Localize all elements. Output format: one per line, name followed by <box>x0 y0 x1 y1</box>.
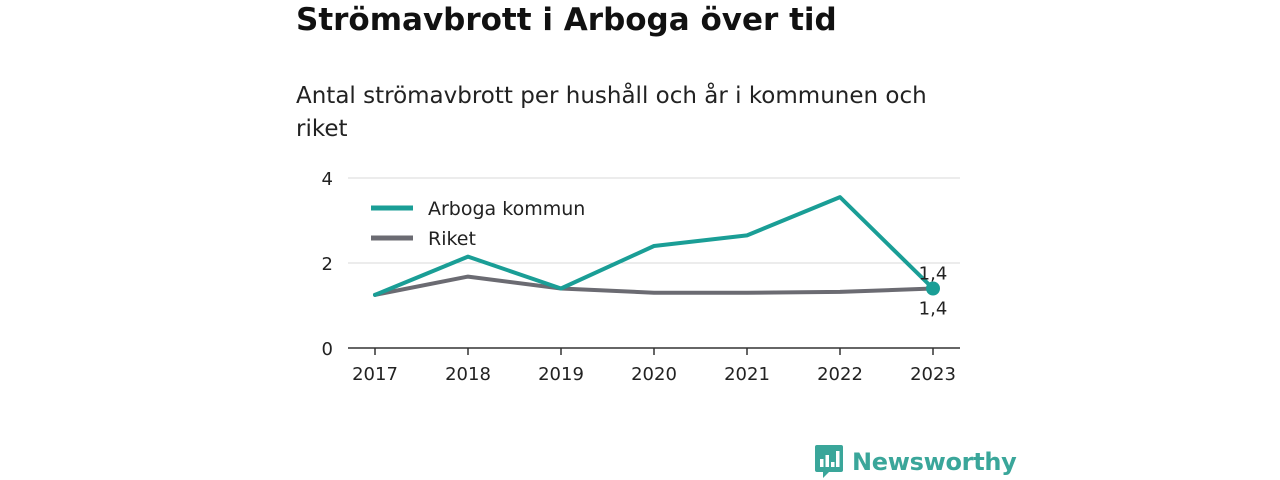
end-label-arboga-kommun: 1,4 <box>919 264 948 285</box>
legend-label-arboga-kommun: Arboga kommun <box>428 198 585 220</box>
x-tick-label: 2017 <box>352 364 398 385</box>
x-tick-label: 2020 <box>631 364 677 385</box>
x-tick-label: 2022 <box>817 364 863 385</box>
chart-subtitle: Antal strömavbrott per hushåll och år i … <box>296 83 927 142</box>
x-tick-label: 2018 <box>445 364 491 385</box>
x-tick-label: 2023 <box>910 364 956 385</box>
y-tick-label: 2 <box>322 254 333 275</box>
x-tick-label: 2021 <box>724 364 770 385</box>
chart-title: Strömavbrott i Arboga över tid <box>296 2 837 38</box>
bar-chart-logo-icon <box>815 445 843 478</box>
brand-name: Newsworthy <box>852 448 1017 476</box>
end-label-riket: 1,4 <box>919 299 948 320</box>
series-line-riket <box>373 274 935 297</box>
legend-label-riket: Riket <box>428 228 476 250</box>
x-tick-label: 2019 <box>538 364 584 385</box>
newsworthy-logo[interactable]: Newsworthy <box>814 444 1017 480</box>
y-tick-label: 0 <box>322 339 333 360</box>
y-tick-label: 4 <box>322 169 333 190</box>
series-line-arboga-kommun <box>373 195 935 297</box>
end-point-arboga-kommun <box>926 281 940 296</box>
